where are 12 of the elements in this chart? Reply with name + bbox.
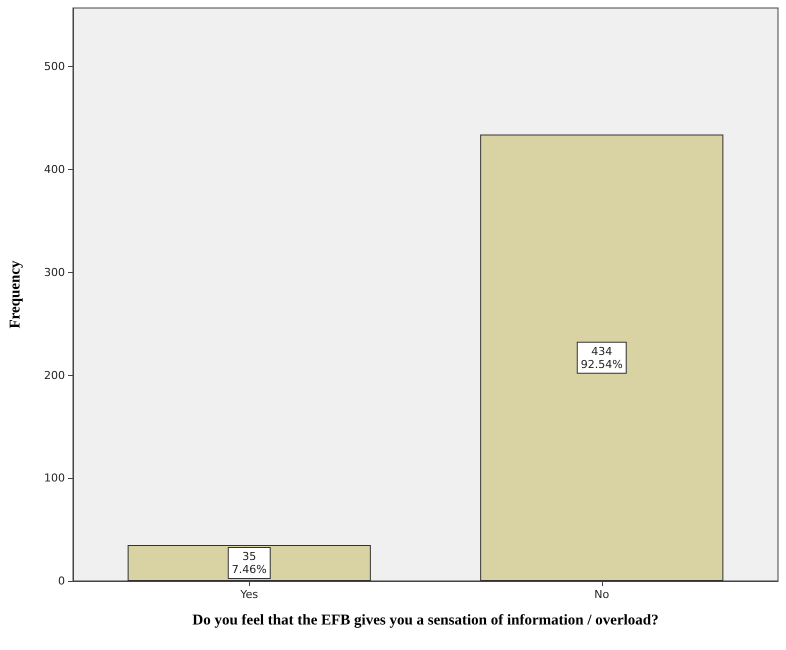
y-tick-label: 100	[44, 472, 65, 485]
data-label: 434 92.54%	[580, 344, 623, 371]
y-tick-label: 300	[44, 266, 65, 279]
y-tick-label: 500	[44, 60, 65, 74]
x-tick-label: Yes	[239, 588, 258, 601]
y-tick-label: 200	[44, 368, 65, 382]
y-axis-title: Frequency	[8, 260, 24, 329]
y-tick-label: 0	[58, 574, 65, 588]
data-label: 35 7.46%	[232, 550, 267, 576]
x-tick-label: No	[594, 588, 610, 601]
x-axis-title: Do you feel that the EFB gives you a sensation of information / overload?	[192, 612, 659, 628]
y-tick-label: 400	[44, 163, 65, 176]
